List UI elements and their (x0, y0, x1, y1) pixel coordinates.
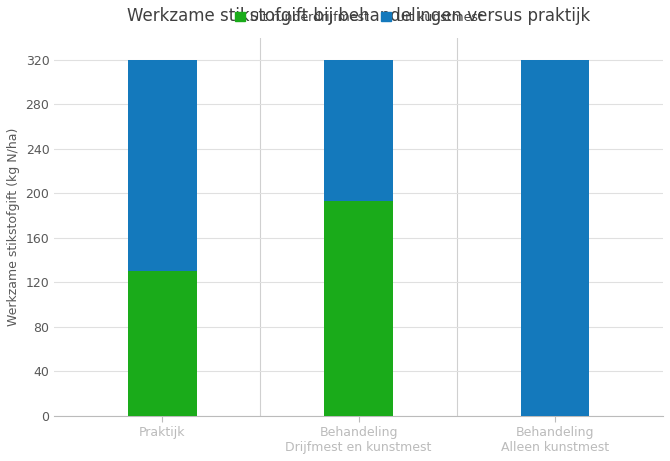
Bar (324, 60, 393, 201)
Bar (128, 271, 196, 416)
Bar (521, 60, 590, 416)
Bar (128, 60, 196, 271)
Y-axis label: Werkzame stikstofgift (kg N/ha): Werkzame stikstofgift (kg N/ha) (7, 127, 20, 326)
Legend: Uit runderdrijfmest, Uit kunstmest: Uit runderdrijfmest, Uit kunstmest (230, 6, 488, 29)
Title: Werkzame stikstofgift bij behandelingen versus praktijk: Werkzame stikstofgift bij behandelingen … (127, 7, 590, 25)
Bar (324, 201, 393, 416)
